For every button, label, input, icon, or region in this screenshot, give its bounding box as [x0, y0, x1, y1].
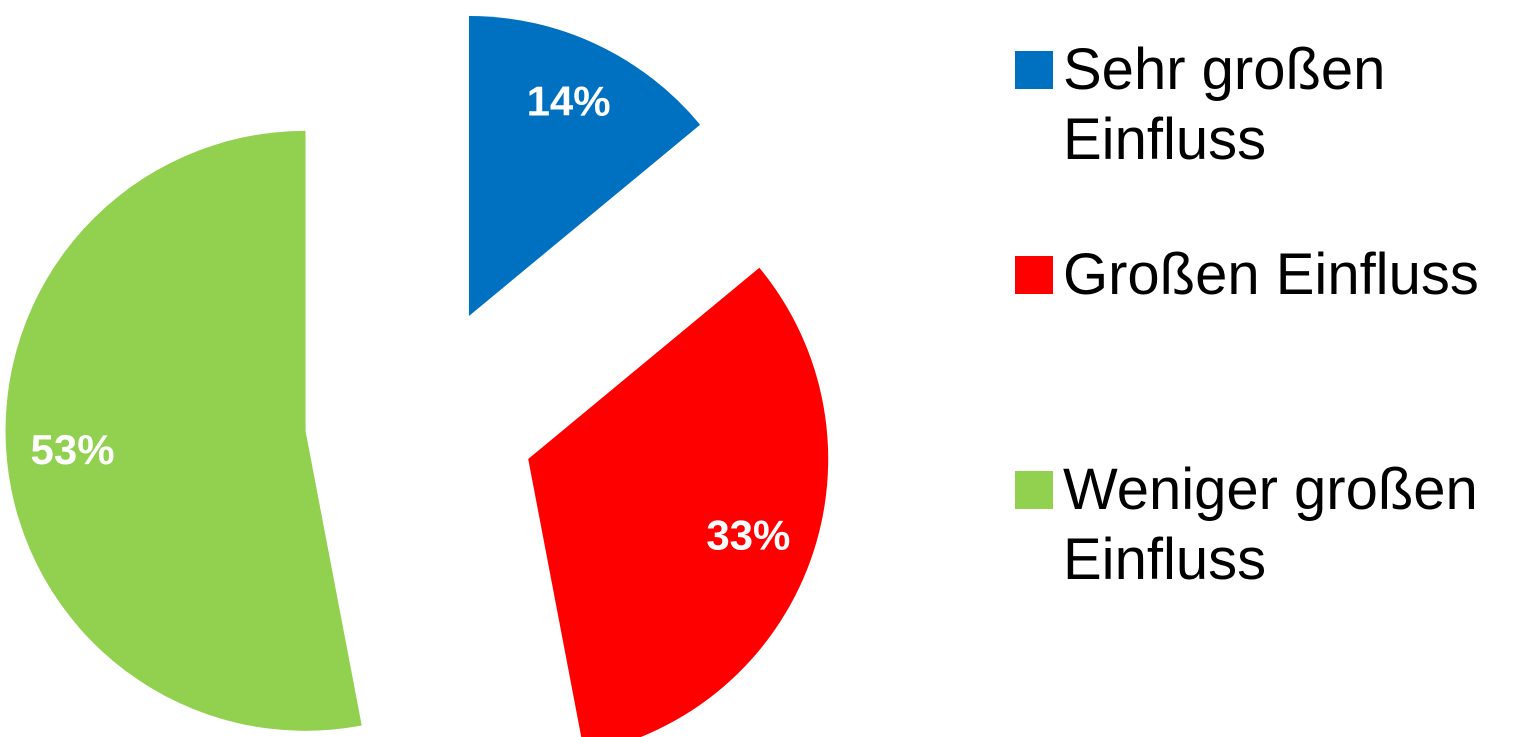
chart: 14% 33% 53%	[5, 15, 829, 737]
pie-slice	[468, 15, 701, 316]
pie-slice	[528, 267, 829, 737]
legend-item: Großen Einfluss	[1015, 240, 1535, 310]
pie-slice	[5, 130, 362, 731]
legend-label: Sehr großen Einfluss	[1063, 37, 1386, 172]
slice-label: 14%	[527, 77, 611, 124]
legend-swatch	[1015, 256, 1053, 294]
legend-label: Großen Einfluss	[1063, 242, 1479, 307]
legend-item: Weniger großen Einfluss	[1015, 455, 1535, 595]
slice-label: 33%	[706, 511, 790, 558]
slice-label: 53%	[31, 426, 115, 473]
legend-swatch	[1015, 51, 1053, 89]
legend-item: Sehr großen Einfluss	[1015, 35, 1535, 175]
legend-label: Weniger großen Einfluss	[1063, 457, 1478, 592]
legend-swatch	[1015, 471, 1053, 509]
